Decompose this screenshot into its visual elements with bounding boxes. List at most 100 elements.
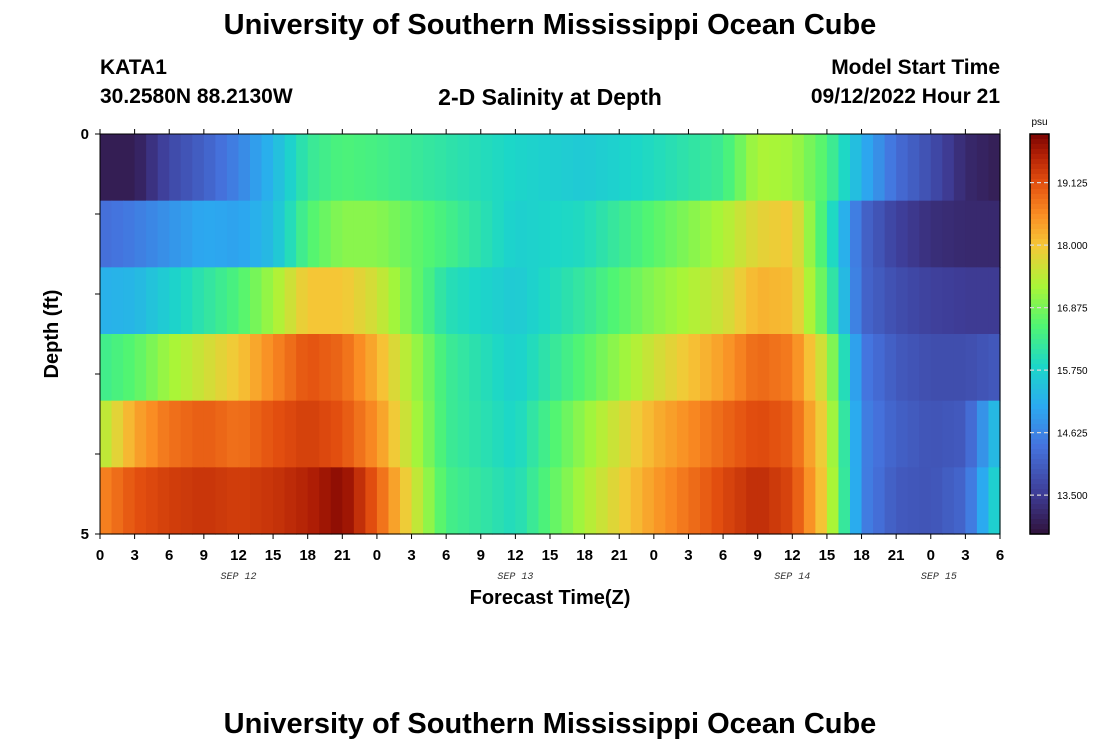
heatmap-cell <box>503 400 516 468</box>
heatmap-cell <box>653 200 666 268</box>
heatmap-cell <box>538 267 551 335</box>
heatmap-cell <box>273 334 286 402</box>
heatmap-cell <box>457 267 470 335</box>
heatmap-cell <box>203 334 216 402</box>
heatmap-cell <box>711 267 724 335</box>
heatmap-cell <box>573 134 586 202</box>
heatmap-cell <box>111 200 124 268</box>
heatmap-cell <box>792 400 805 468</box>
heatmap-cell <box>700 400 713 468</box>
colorbar-tick-label: 19.125 <box>1057 179 1088 190</box>
heatmap-cell <box>619 400 632 468</box>
heatmap-cell <box>192 267 205 335</box>
colorbar-segment <box>1030 404 1049 410</box>
heatmap-cell <box>365 334 378 402</box>
heatmap-cell <box>711 400 724 468</box>
x-tick-label: 6 <box>719 547 727 564</box>
heatmap-cell <box>953 134 966 202</box>
colorbar-segment <box>1030 459 1049 465</box>
heatmap-cell <box>480 267 493 335</box>
heatmap-cell <box>988 467 1001 535</box>
heatmap-cell <box>123 267 136 335</box>
colorbar-segment <box>1030 204 1049 210</box>
colorbar-segment <box>1030 334 1049 340</box>
heatmap-cell <box>953 400 966 468</box>
colorbar-segment <box>1030 149 1049 155</box>
x-tick-label: 21 <box>334 547 351 564</box>
heatmap-cell <box>907 467 920 535</box>
heatmap-cell <box>596 267 609 335</box>
heatmap-cell <box>676 267 690 335</box>
heatmap-cell <box>134 400 147 468</box>
heatmap-cell <box>469 467 482 535</box>
colorbar-segment <box>1030 419 1049 425</box>
colorbar-segment <box>1030 209 1049 215</box>
heatmap-cell <box>607 200 620 268</box>
heatmap-cell <box>365 467 378 535</box>
heatmap-cell <box>376 267 390 335</box>
heatmap-cell <box>111 400 124 468</box>
heatmap-cell <box>480 334 493 402</box>
colorbar-segment <box>1030 164 1049 170</box>
heatmap-cell <box>111 334 124 402</box>
x-tick-label: 6 <box>165 547 173 564</box>
heatmap-cell <box>250 134 263 202</box>
heatmap-cell <box>169 467 182 535</box>
heatmap-cell <box>342 400 355 468</box>
station-id: KATA1 <box>100 56 167 79</box>
heatmap-cell <box>526 134 540 202</box>
heatmap-cell <box>780 200 793 268</box>
colorbar-segment <box>1030 444 1049 450</box>
heatmap-cell <box>630 400 643 468</box>
x-tick-label: 0 <box>650 547 658 564</box>
heatmap-cell <box>515 400 528 468</box>
heatmap-cell <box>815 200 828 268</box>
heatmap-cell <box>723 134 736 202</box>
heatmap-cell <box>480 400 493 468</box>
heatmap-cell <box>792 134 805 202</box>
heatmap-cell <box>434 134 447 202</box>
heatmap-cell <box>826 334 840 402</box>
x-tick-label: 12 <box>784 547 801 564</box>
heatmap-cell <box>203 267 216 335</box>
heatmap-cell <box>100 400 113 468</box>
heatmap-cell <box>769 400 782 468</box>
heatmap-cell <box>284 400 297 468</box>
heatmap-cell <box>423 400 436 468</box>
date-label: SEP 13 <box>497 572 533 583</box>
heatmap-cell <box>838 134 851 202</box>
heatmap-cell <box>284 200 297 268</box>
heatmap-cell <box>826 200 840 268</box>
colorbar-segment <box>1030 224 1049 230</box>
heatmap-cell <box>907 334 920 402</box>
heatmap-cell <box>861 267 874 335</box>
heatmap-cell <box>238 400 251 468</box>
heatmap-cell <box>388 267 401 335</box>
heatmap-cell <box>930 200 943 268</box>
colorbar-segment <box>1030 154 1049 160</box>
heatmap-cell <box>538 467 551 535</box>
heatmap-cell <box>469 400 482 468</box>
heatmap-cell <box>457 334 470 402</box>
colorbar-tick-label: 13.500 <box>1057 491 1088 502</box>
heatmap-cell <box>873 200 886 268</box>
heatmap-cell <box>930 334 943 402</box>
heatmap-cell <box>215 334 228 402</box>
heatmap-cell <box>411 267 424 335</box>
heatmap-cell <box>273 200 286 268</box>
heatmap-cell <box>815 267 828 335</box>
heatmap-cell <box>180 334 193 402</box>
heatmap-cell <box>619 200 632 268</box>
colorbar-segment <box>1030 409 1049 415</box>
heatmap-cell <box>192 467 205 535</box>
heatmap-cell <box>838 200 851 268</box>
heatmap-cell <box>607 267 620 335</box>
heatmap-cell <box>988 267 1001 335</box>
heatmap-cell <box>215 200 228 268</box>
colorbar-segment <box>1030 279 1049 285</box>
heatmap-cell <box>942 467 955 535</box>
heatmap-cell <box>873 400 886 468</box>
heatmap-cell <box>538 134 551 202</box>
colorbar-segment <box>1030 434 1049 440</box>
heatmap-cell <box>423 200 436 268</box>
